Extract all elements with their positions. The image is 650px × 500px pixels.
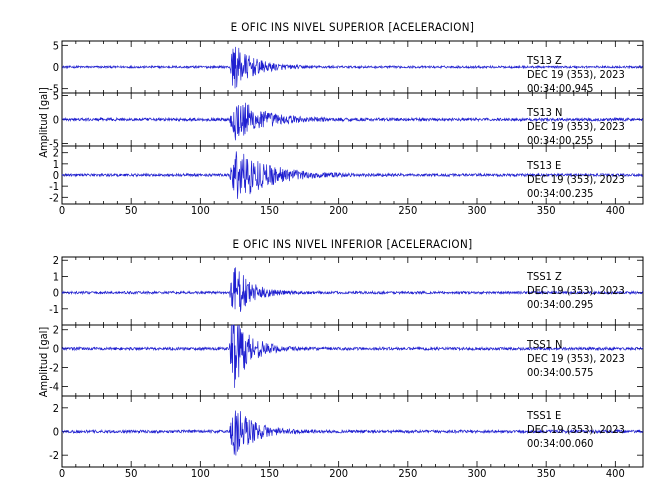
y-tick-label: 0 xyxy=(53,61,59,74)
y-tick-label: -2 xyxy=(49,362,59,375)
y-tick-label: -1 xyxy=(49,180,59,193)
trace-date: DEC 19 (353), 2023 xyxy=(527,352,625,365)
trace-date: DEC 19 (353), 2023 xyxy=(527,120,625,133)
station-label: TSS1 E xyxy=(526,409,561,422)
y-tick-label: 0 xyxy=(53,169,59,182)
y-tick-label: 5 xyxy=(53,89,59,102)
y-tick-label: -4 xyxy=(49,381,59,394)
panel-title: E OFIC INS NIVEL SUPERIOR [ACELERACION] xyxy=(231,20,475,34)
y-tick-label: 0 xyxy=(53,343,59,356)
x-tick-label: 200 xyxy=(329,204,348,217)
y-tick-label: -5 xyxy=(49,83,59,96)
y-tick-label: 0 xyxy=(53,114,59,127)
y-tick-label: 1 xyxy=(53,158,59,171)
x-tick-label: 400 xyxy=(606,467,625,480)
y-tick-label: 0 xyxy=(53,287,59,300)
y-tick-label: 5 xyxy=(53,39,59,52)
x-tick-label: 250 xyxy=(398,467,417,480)
y-tick-label: -1 xyxy=(49,303,59,316)
x-tick-label: 400 xyxy=(606,204,625,217)
x-tick-label: 0 xyxy=(59,467,65,480)
panel-title: E OFIC INS NIVEL INFERIOR [ACELERACION] xyxy=(232,237,472,251)
y-tick-label: -2 xyxy=(49,449,59,462)
x-tick-label: 300 xyxy=(468,467,487,480)
trace-date: DEC 19 (353), 2023 xyxy=(527,173,625,186)
x-tick-label: 150 xyxy=(260,467,279,480)
x-tick-label: 50 xyxy=(125,467,138,480)
station-label: TS13 N xyxy=(526,106,562,119)
trace-time: 00:34:00.060 xyxy=(527,437,593,450)
x-tick-label: 0 xyxy=(59,204,65,217)
waveform-trace xyxy=(61,102,644,141)
x-tick-label: 100 xyxy=(191,204,210,217)
x-tick-label: 250 xyxy=(398,204,417,217)
x-tick-label: 50 xyxy=(125,204,138,217)
station-label: TSS1 Z xyxy=(526,270,562,283)
x-tick-label: 350 xyxy=(537,204,556,217)
y-tick-label: 2 xyxy=(53,147,59,160)
y-tick-label: -5 xyxy=(49,138,59,151)
y-tick-label: 2 xyxy=(53,402,59,415)
y-tick-label: 2 xyxy=(53,324,59,337)
waveform-trace xyxy=(61,46,644,89)
y-tick-label: 1 xyxy=(53,270,59,283)
trace-date: DEC 19 (353), 2023 xyxy=(527,68,625,81)
station-label: TSS1 N xyxy=(526,338,562,351)
x-tick-label: 100 xyxy=(191,467,210,480)
trace-time: 00:34:00.575 xyxy=(527,366,593,379)
y-tick-label: 2 xyxy=(53,254,59,267)
x-tick-label: 350 xyxy=(537,467,556,480)
y-tick-label: -2 xyxy=(49,191,59,204)
trace-date: DEC 19 (353), 2023 xyxy=(527,284,625,297)
x-tick-label: 150 xyxy=(260,204,279,217)
station-label: TS13 E xyxy=(526,159,561,172)
x-tick-label: 200 xyxy=(329,467,348,480)
waveform-trace xyxy=(61,151,644,199)
y-axis-label: Amplitud [gal] xyxy=(37,87,50,158)
y-tick-label: 0 xyxy=(53,426,59,439)
y-axis-label: Amplitud [gal] xyxy=(37,327,50,398)
trace-date: DEC 19 (353), 2023 xyxy=(527,423,625,436)
station-label: TS13 Z xyxy=(526,54,562,67)
waveform-trace xyxy=(61,410,644,456)
trace-time: 00:34:00.235 xyxy=(527,187,593,200)
trace-time: 00:34:00.295 xyxy=(527,298,593,311)
x-tick-label: 300 xyxy=(468,204,487,217)
trace-time: 00:34:00.255 xyxy=(527,134,593,147)
trace-time: 00:34:00.945 xyxy=(527,82,593,95)
waveform-trace xyxy=(61,267,644,312)
waveform-trace xyxy=(61,324,644,388)
